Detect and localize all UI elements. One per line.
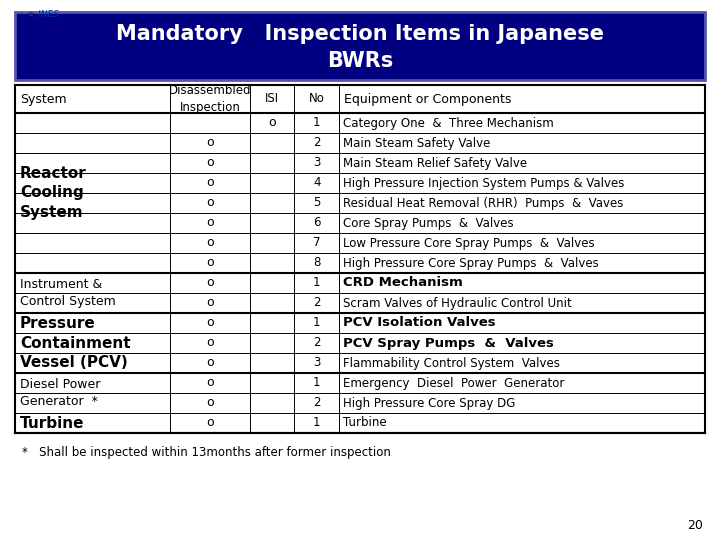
FancyBboxPatch shape [15,12,705,80]
Text: Flammability Control System  Valves: Flammability Control System Valves [343,356,560,369]
Text: 1: 1 [313,376,320,389]
Text: BWRs: BWRs [327,51,393,71]
Text: Diesel Power
Generator  *: Diesel Power Generator * [20,378,100,408]
Text: Reactor
Cooling
System: Reactor Cooling System [20,166,86,220]
Text: o: o [206,256,214,269]
Text: ISI: ISI [265,92,279,105]
Text: PCV Spray Pumps  &  Valves: PCV Spray Pumps & Valves [343,336,554,349]
Text: 2: 2 [313,396,320,409]
Text: 20: 20 [687,519,703,532]
Text: 1: 1 [313,117,320,130]
Text: o: o [206,416,214,429]
Text: Low Pressure Core Spray Pumps  &  Valves: Low Pressure Core Spray Pumps & Valves [343,237,595,249]
Text: o: o [206,157,214,170]
Text: No: No [309,92,325,105]
Text: 5: 5 [313,197,320,210]
Text: 3: 3 [313,157,320,170]
Text: High Pressure Core Spray Pumps  &  Valves: High Pressure Core Spray Pumps & Valves [343,256,599,269]
Text: Mandatory   Inspection Items in Japanese: Mandatory Inspection Items in Japanese [116,24,604,44]
Text: Category One  &  Three Mechanism: Category One & Three Mechanism [343,117,554,130]
Text: o: o [206,376,214,389]
Text: o: o [269,117,276,130]
Text: Equipment or Components: Equipment or Components [344,92,512,105]
Text: o: o [206,356,214,369]
Text: Main Steam Relief Safety Valve: Main Steam Relief Safety Valve [343,157,528,170]
Text: 1: 1 [313,416,320,429]
Text: System: System [20,92,67,105]
Text: Pressure: Pressure [20,315,96,330]
Text: o: o [206,197,214,210]
Text: *   Shall be inspected within 13months after former inspection: * Shall be inspected within 13months aft… [22,446,391,459]
Text: 2: 2 [313,137,320,150]
Text: o: o [206,336,214,349]
Text: o: o [206,276,214,289]
Text: Instrument &
Control System: Instrument & Control System [20,278,116,308]
Text: Containment
Vessel (PCV): Containment Vessel (PCV) [20,336,130,370]
Text: o: o [206,296,214,309]
Text: ★ INES: ★ INES [27,10,59,19]
Text: Turbine: Turbine [20,415,84,430]
Text: 1: 1 [313,276,320,289]
Text: High Pressure Core Spray DG: High Pressure Core Spray DG [343,396,516,409]
Text: 3: 3 [313,356,320,369]
Text: 1: 1 [313,316,320,329]
Text: 7: 7 [313,237,320,249]
Text: High Pressure Injection System Pumps & Valves: High Pressure Injection System Pumps & V… [343,177,625,190]
Text: o: o [206,217,214,230]
Text: Emergency  Diesel  Power  Generator: Emergency Diesel Power Generator [343,376,564,389]
Text: Scram Valves of Hydraulic Control Unit: Scram Valves of Hydraulic Control Unit [343,296,572,309]
Text: o: o [206,396,214,409]
Text: o: o [206,177,214,190]
Text: 4: 4 [313,177,320,190]
Text: Residual Heat Removal (RHR)  Pumps  &  Vaves: Residual Heat Removal (RHR) Pumps & Vave… [343,197,624,210]
Text: o: o [206,316,214,329]
Text: Main Steam Safety Valve: Main Steam Safety Valve [343,137,490,150]
Text: o: o [206,137,214,150]
Text: 2: 2 [313,336,320,349]
Text: o: o [206,237,214,249]
Text: 2: 2 [313,296,320,309]
Text: Core Spray Pumps  &  Valves: Core Spray Pumps & Valves [343,217,514,230]
Text: PCV Isolation Valves: PCV Isolation Valves [343,316,496,329]
Text: Disassembled
Inspection: Disassembled Inspection [168,84,251,113]
Text: 6: 6 [313,217,320,230]
Text: Turbine: Turbine [343,416,387,429]
Text: CRD Mechanism: CRD Mechanism [343,276,463,289]
Text: 8: 8 [313,256,320,269]
